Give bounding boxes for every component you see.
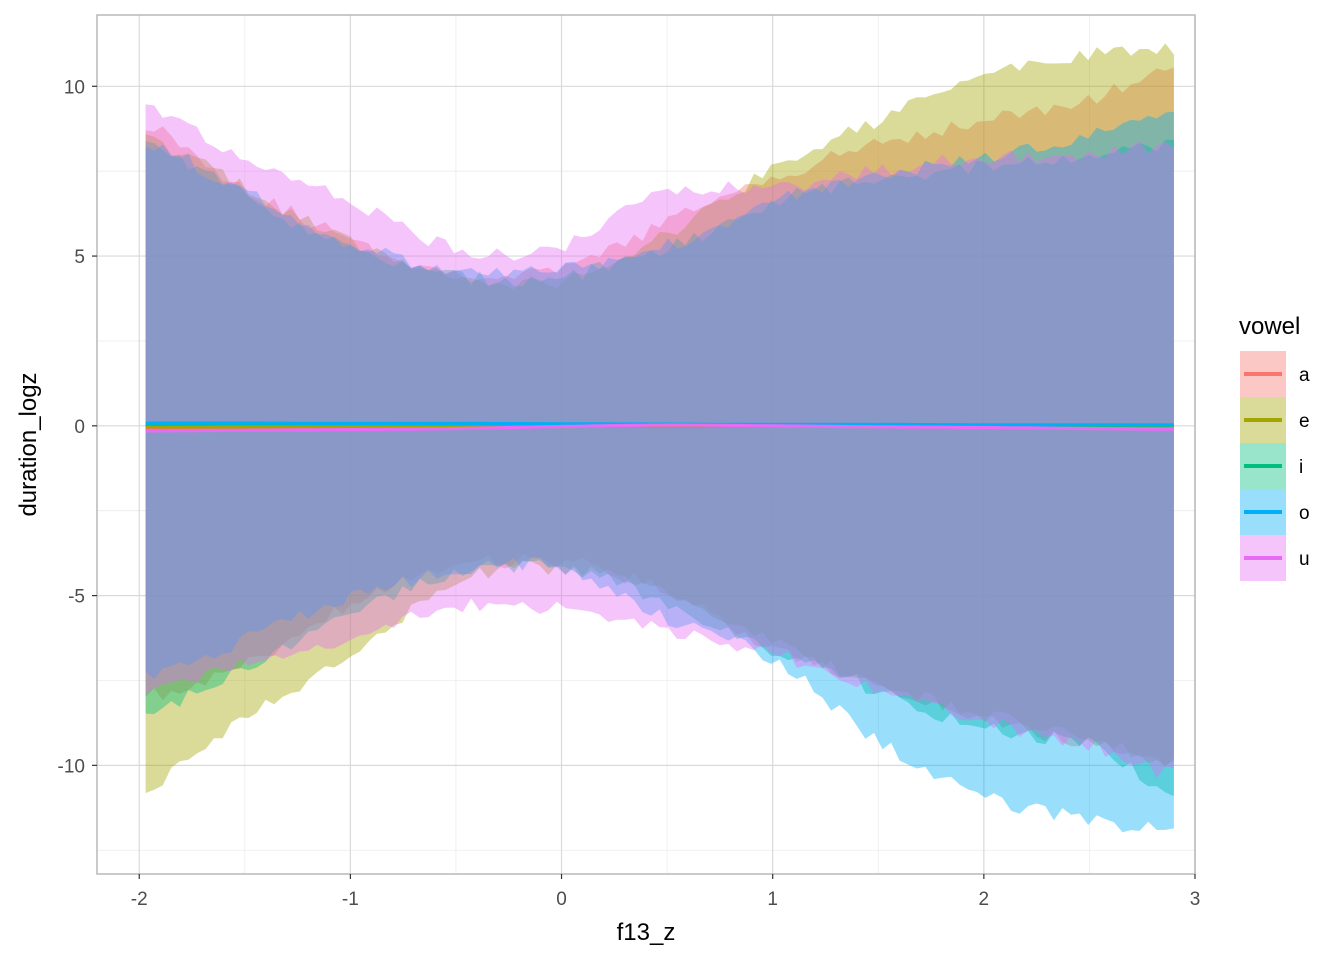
ribbon-layer [145, 43, 1174, 833]
y-tick-label: 10 [64, 77, 85, 98]
plot-panel-border [96, 14, 1196, 875]
y-tick-label: 5 [74, 247, 85, 268]
x-tick-label: 3 [1190, 889, 1201, 910]
legend-item-i: i [1240, 443, 1303, 489]
x-tick-label: -1 [342, 889, 359, 910]
legend-label: a [1299, 365, 1310, 386]
ribbon-o [145, 111, 1174, 833]
legend-item-o: o [1240, 489, 1310, 535]
mean-line-u [145, 423, 1174, 433]
mean-line-layer [145, 421, 1174, 433]
y-axis-title: duration_logz [15, 372, 42, 516]
x-axis-title: f13_z [617, 919, 676, 946]
y-tick-label: -10 [58, 756, 85, 777]
ribbon-i [145, 139, 1174, 797]
y-tick-label: 0 [74, 417, 85, 438]
legend-label: o [1299, 503, 1310, 524]
legend-item-a: a [1240, 351, 1310, 397]
legend-label: u [1299, 549, 1310, 570]
x-tick-label: 2 [979, 889, 990, 910]
legend: vowel a e i o u [1239, 313, 1310, 581]
legend-title: vowel [1239, 313, 1300, 340]
y-tick-label: -5 [68, 587, 85, 608]
x-tick-label: 0 [556, 889, 567, 910]
legend-label: e [1299, 411, 1310, 432]
legend-item-u: u [1240, 535, 1310, 581]
ribbon-a [145, 67, 1174, 766]
x-tick-label: 1 [767, 889, 778, 910]
x-tick-label: -2 [131, 889, 148, 910]
ribbon-e [145, 43, 1174, 794]
ribbon-u [145, 104, 1174, 779]
legend-label: i [1299, 457, 1303, 478]
legend-item-e: e [1240, 397, 1310, 443]
